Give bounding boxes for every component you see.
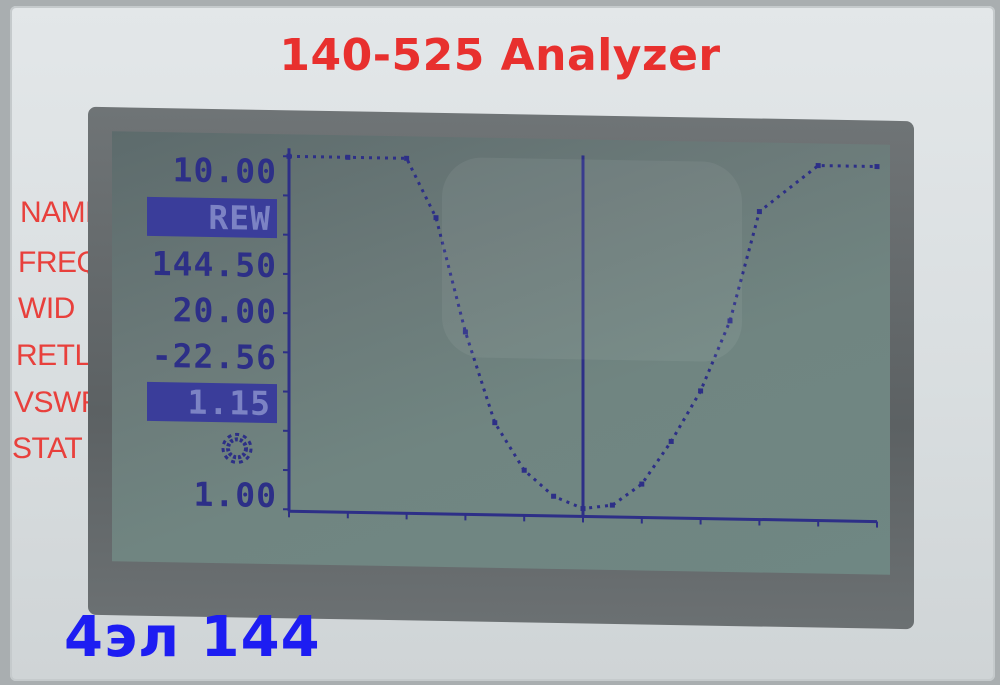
y-axis-bottom-value: 1.00 — [193, 474, 277, 516]
lcd-screen: 10.00 REW 144.50 20.00 -22.56 1.15 1.00 — [112, 131, 890, 575]
gear-icon — [221, 432, 253, 464]
vswr-data-point — [345, 154, 351, 160]
caption-text: 4эл 144 — [64, 605, 321, 670]
retl-value: -22.56 — [151, 335, 277, 378]
vswr-data-point — [433, 215, 439, 221]
y-axis-top-value: 10.00 — [172, 150, 277, 192]
vswr-data-point — [609, 502, 615, 508]
device-title: 140-525 Analyzer — [279, 30, 721, 81]
label-vswr: VSWR — [14, 386, 103, 419]
vswr-data-point — [580, 506, 586, 512]
label-wid: WID — [18, 292, 75, 325]
vswr-value: 1.15 — [147, 381, 277, 424]
readout-column: 10.00 REW 144.50 20.00 -22.56 1.15 1.00 — [147, 142, 277, 515]
vswr-data-point — [492, 420, 498, 426]
wid-value: 20.00 — [172, 290, 277, 332]
vswr-data-point — [815, 162, 821, 169]
vswr-data-point — [639, 481, 645, 487]
name-value: REW — [147, 196, 277, 239]
vswr-data-point — [404, 155, 410, 161]
vswr-data-point — [698, 388, 704, 394]
freq-value: 144.50 — [151, 243, 277, 286]
vswr-plot — [283, 148, 880, 528]
vswr-data-point — [462, 329, 468, 335]
vswr-data-point — [551, 493, 557, 499]
vswr-data-point — [874, 164, 880, 170]
vswr-data-point — [521, 467, 527, 473]
vswr-data-point — [668, 438, 674, 444]
vswr-data-point — [756, 209, 762, 215]
label-stat: STAT — [12, 432, 83, 465]
label-retl: RETL — [16, 339, 91, 372]
vswr-data-point — [286, 153, 292, 159]
label-freq: FREQ — [18, 246, 100, 279]
vswr-data-point — [727, 318, 733, 324]
